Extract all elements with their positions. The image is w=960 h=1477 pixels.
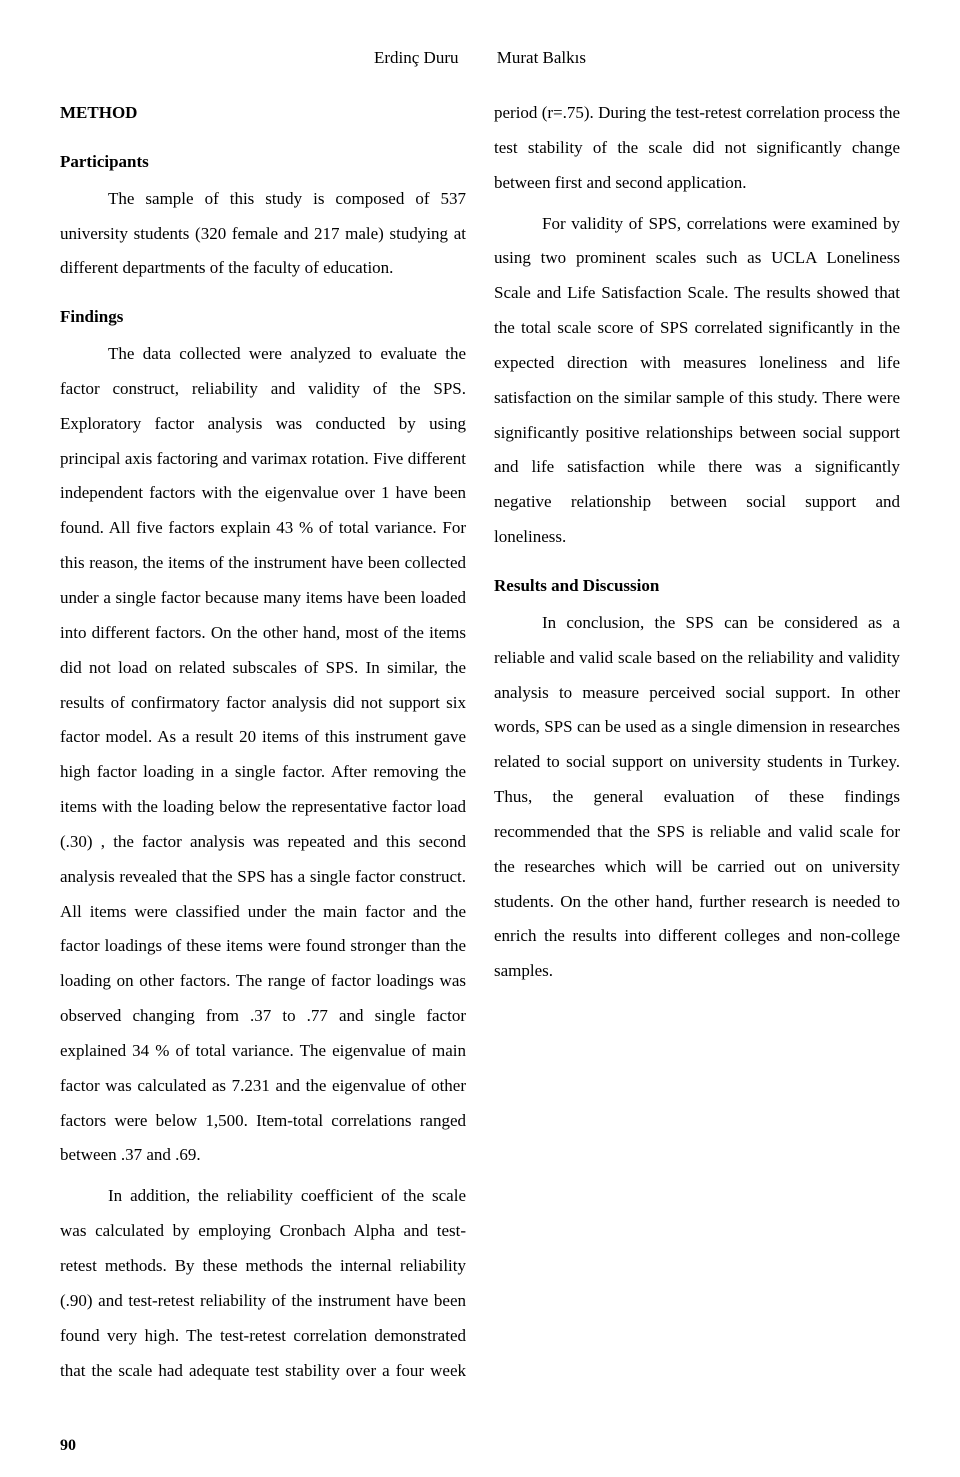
heading-results: Results and Discussion: [494, 569, 900, 604]
author-1: Erdinç Duru: [374, 48, 459, 68]
paragraph-findings-3: For validity of SPS, correlations were e…: [494, 207, 900, 555]
page-number: 90: [60, 1437, 76, 1455]
paragraph-participants: The sample of this study is composed of …: [60, 182, 466, 287]
paragraph-findings-1: The data collected were analyzed to eval…: [60, 337, 466, 1173]
author-line: Erdinç Duru Murat Balkıs: [60, 48, 900, 68]
heading-participants: Participants: [60, 145, 466, 180]
paragraph-results: In conclusion, the SPS can be considered…: [494, 606, 900, 989]
heading-findings: Findings: [60, 300, 466, 335]
heading-method: METHOD: [60, 96, 466, 131]
author-2: Murat Balkıs: [497, 48, 586, 68]
body-columns: METHOD Participants The sample of this s…: [60, 96, 900, 1396]
